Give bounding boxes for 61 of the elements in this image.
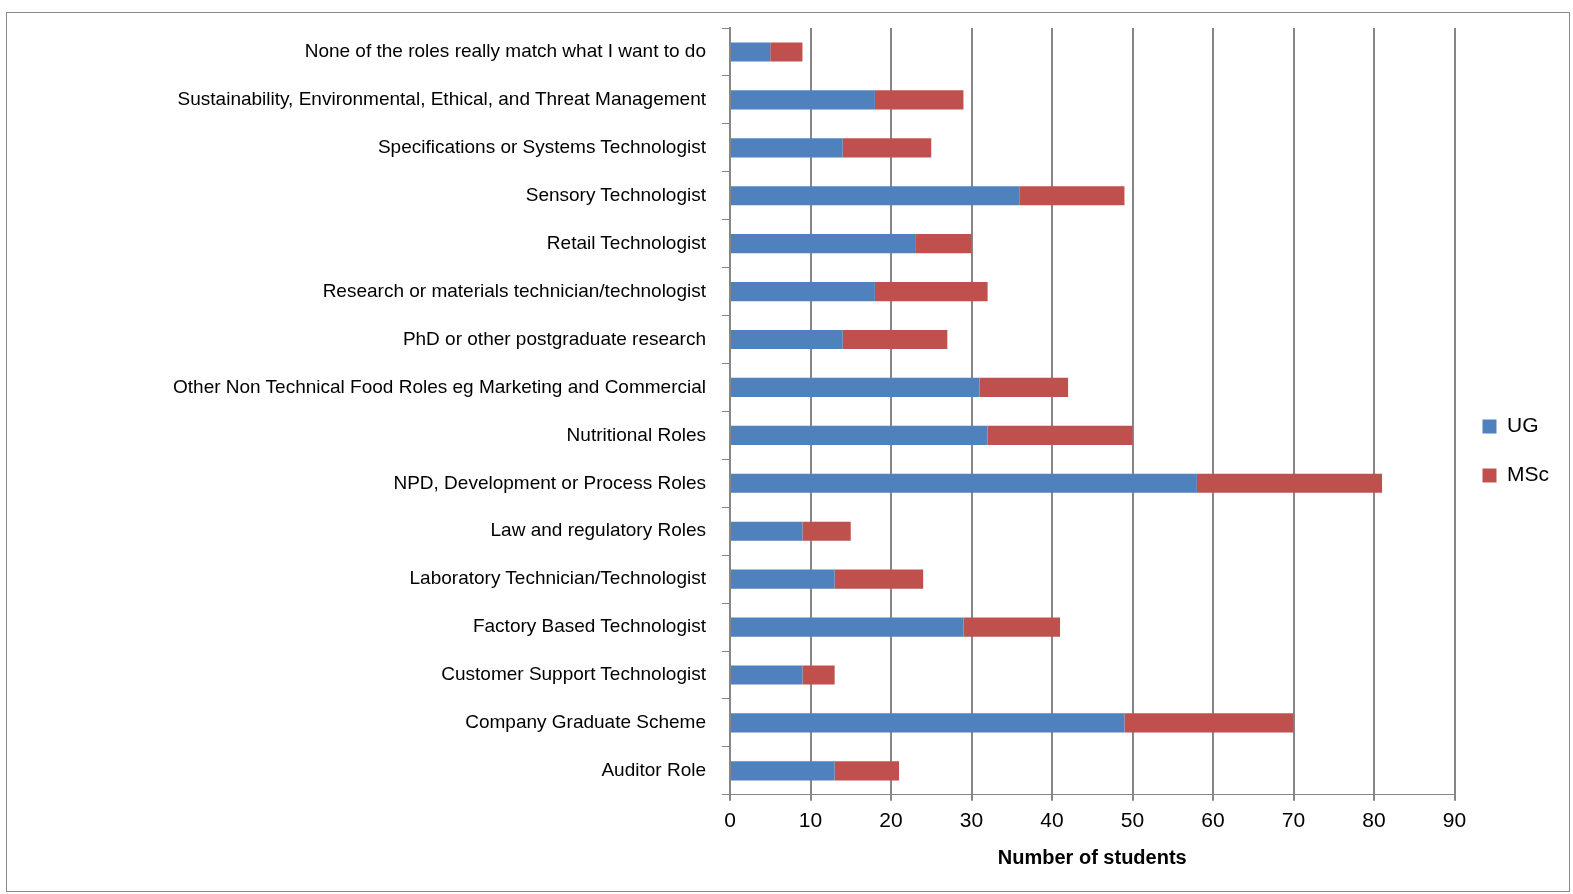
bar (731, 425, 988, 445)
x-tick-label: 70 (1281, 808, 1306, 832)
y-tick-label: NPD, Development or Process Roles (393, 471, 706, 493)
y-tick-label: Auditor Role (601, 759, 706, 781)
x-tick-label: 10 (798, 808, 823, 832)
y-tick-label: Nutritional Roles (566, 423, 706, 445)
y-tick-label: Customer Support Technologist (441, 663, 707, 685)
x-tick-label: 90 (1442, 808, 1467, 832)
bar (731, 617, 964, 637)
bar (834, 761, 900, 781)
bar (1124, 713, 1294, 733)
bar (874, 90, 964, 110)
bar (731, 761, 835, 781)
bar (731, 713, 1125, 733)
x-tick-label: 50 (1120, 808, 1145, 832)
bar (731, 42, 771, 62)
bar (987, 425, 1133, 445)
x-tick-label: 20 (879, 808, 903, 832)
bar (731, 186, 1020, 206)
x-tick-label: 40 (1040, 808, 1064, 832)
y-tick-label: Company Graduate Scheme (465, 711, 706, 733)
bar (979, 377, 1069, 398)
x-axis-title: Number of students (997, 845, 1187, 868)
bar (731, 329, 843, 350)
bar (731, 282, 875, 302)
bar (842, 329, 948, 350)
bar (963, 617, 1061, 637)
bar (1196, 473, 1383, 493)
y-tick-label: Factory Based Technologist (472, 615, 707, 637)
y-tick-label: Research or materials technician/technologist (322, 279, 707, 301)
y-tick-label: None of the roles really match what I want to do (304, 40, 706, 62)
bar (731, 569, 835, 589)
bar (802, 665, 835, 685)
bar (731, 234, 916, 254)
bar (770, 42, 803, 62)
y-tick-label: Other Non Technical Food Roles eg Marketing and Commercial (173, 375, 706, 397)
y-tick-label: Specifications or Systems Technologist (377, 136, 707, 158)
bar (731, 521, 803, 541)
bar (731, 665, 803, 685)
bar (915, 234, 972, 254)
legend-label: UG (1507, 413, 1539, 437)
bar (1019, 186, 1125, 206)
y-tick-label: Laboratory Technician/Technologist (409, 567, 707, 589)
bar (874, 282, 988, 302)
bar (842, 138, 932, 158)
x-tick-label: 0 (724, 808, 736, 832)
bar (731, 377, 980, 398)
y-tick-label: PhD or other postgraduate research (402, 327, 706, 349)
bar (834, 569, 924, 589)
bar (731, 473, 1197, 493)
legend-label: MSc (1507, 462, 1549, 486)
y-tick-label: Sustainability, Environmental, Ethical, and Threat Management (177, 88, 707, 110)
bar (731, 90, 875, 110)
x-tick-label: 30 (959, 808, 984, 832)
bar (802, 521, 851, 541)
y-tick-label: Law and regulatory Roles (490, 519, 706, 541)
y-tick-label: Retail Technologist (546, 231, 707, 253)
y-tick-label: Sensory Technologist (525, 183, 707, 205)
x-tick-label: 60 (1201, 808, 1225, 832)
x-tick-label: 80 (1362, 808, 1386, 832)
bar (731, 138, 843, 158)
